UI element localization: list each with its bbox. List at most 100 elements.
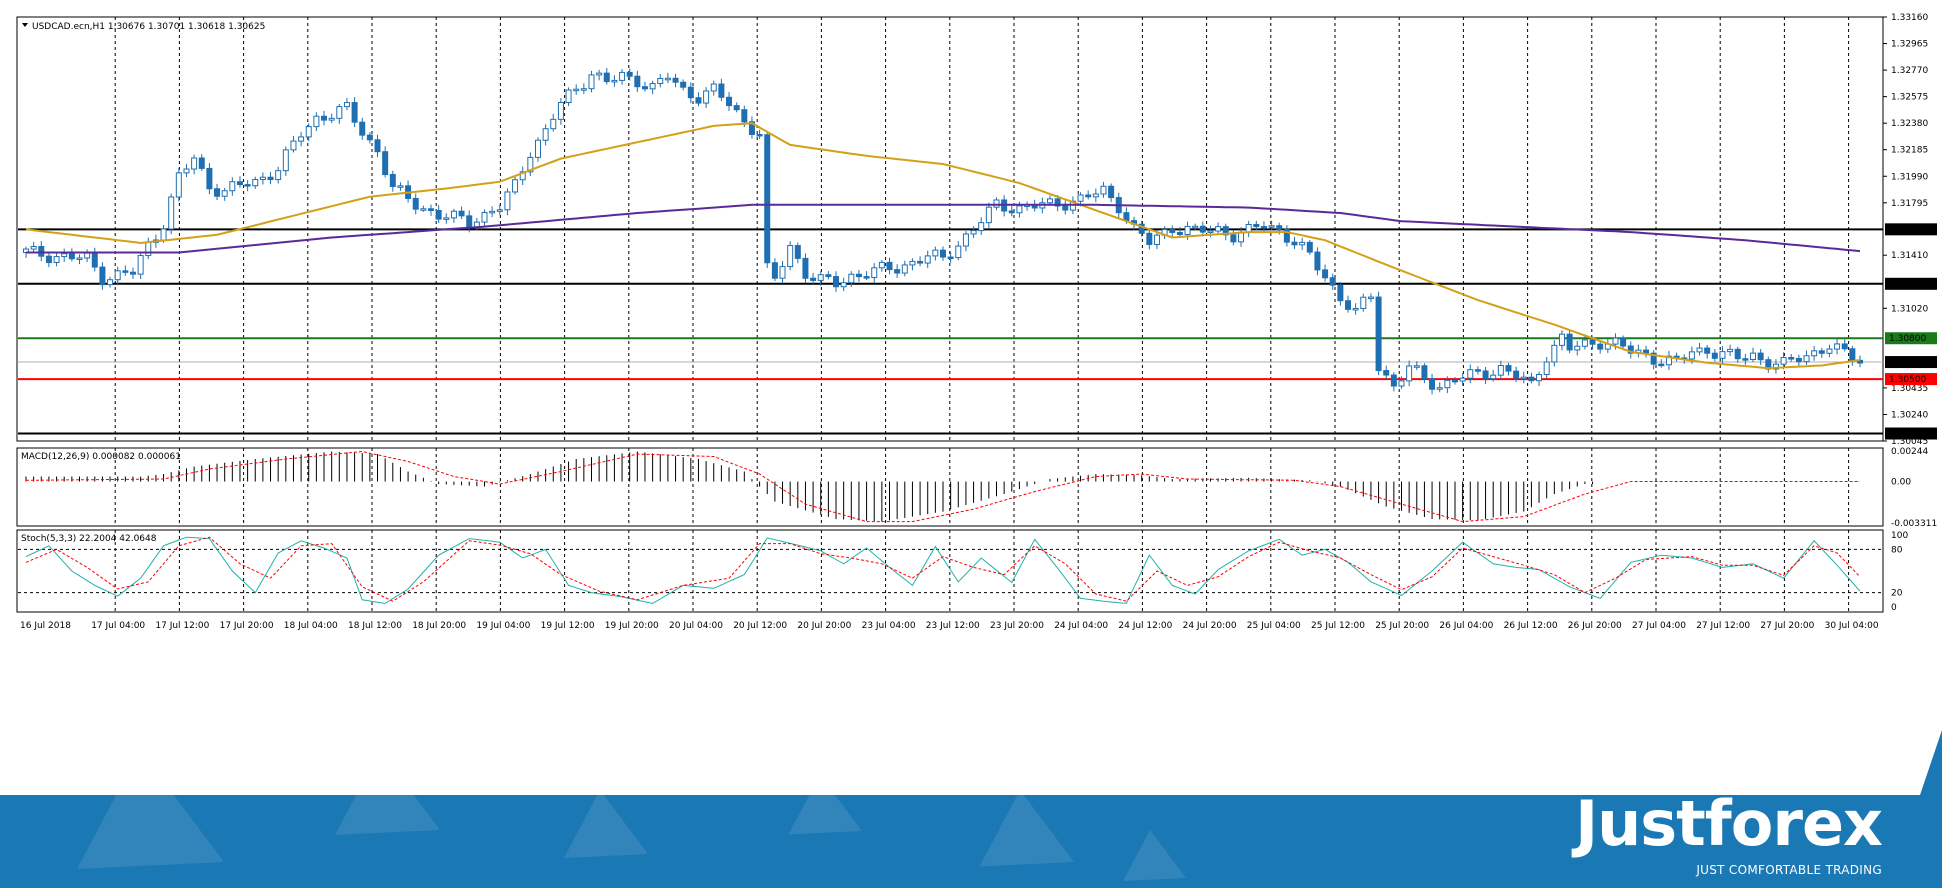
macd-histogram xyxy=(25,451,1594,522)
candle xyxy=(76,254,83,265)
candle xyxy=(1581,334,1588,350)
candle xyxy=(1429,373,1436,395)
x-tick-label: 26 Jul 20:00 xyxy=(1568,621,1622,631)
x-tick-label: 17 Jul 04:00 xyxy=(91,621,145,631)
stoch-signal-line xyxy=(25,536,1861,602)
candle xyxy=(1696,343,1703,356)
candle xyxy=(802,253,809,284)
x-tick-label: 18 Jul 12:00 xyxy=(348,621,402,631)
candle xyxy=(519,166,526,186)
x-tick-label: 24 Jul 12:00 xyxy=(1118,621,1172,631)
candle xyxy=(550,113,557,132)
candle xyxy=(1413,361,1420,371)
candle xyxy=(412,193,419,215)
candle xyxy=(1398,376,1405,389)
candle xyxy=(450,208,457,223)
candle xyxy=(321,110,328,126)
candle xyxy=(1742,353,1749,365)
candle xyxy=(137,252,144,279)
candle xyxy=(810,272,817,284)
candle xyxy=(53,253,60,267)
candle xyxy=(305,123,312,142)
candle xyxy=(1008,205,1015,217)
candle xyxy=(909,258,916,271)
candle xyxy=(489,206,496,218)
x-tick-label: 27 Jul 12:00 xyxy=(1696,621,1750,631)
candle xyxy=(1062,200,1069,215)
y-tick-label: 1.31795 xyxy=(1891,199,1928,209)
candle xyxy=(947,251,954,263)
ma-fast-line xyxy=(25,122,1861,370)
candle xyxy=(1558,330,1565,351)
candle xyxy=(1620,335,1627,349)
price-level-tag: 1.30500 xyxy=(1885,373,1937,386)
candle xyxy=(1467,364,1474,384)
candle xyxy=(1857,355,1863,368)
x-tick-label: 17 Jul 20:00 xyxy=(220,621,274,631)
candle xyxy=(1283,225,1290,247)
candle xyxy=(229,177,236,196)
candle xyxy=(1291,236,1298,249)
candle xyxy=(840,277,847,292)
candle xyxy=(389,170,396,192)
candle xyxy=(1536,371,1543,387)
candle xyxy=(1390,372,1397,392)
candle xyxy=(1138,220,1145,237)
candle xyxy=(1245,220,1252,238)
candle xyxy=(534,137,541,162)
candle xyxy=(1383,365,1390,379)
candle xyxy=(1406,360,1413,387)
candle xyxy=(298,131,305,147)
price-level-label: 1.30100 xyxy=(1889,430,1926,440)
candle xyxy=(580,83,587,95)
candle xyxy=(771,258,778,282)
candle xyxy=(1375,291,1382,376)
candle xyxy=(68,248,75,262)
x-tick-label: 30 Jul 04:00 xyxy=(1825,621,1879,631)
candle xyxy=(1352,303,1359,315)
candle xyxy=(573,84,580,95)
stoch-y-tick-label: 100 xyxy=(1891,531,1908,541)
stoch-y-tick-label: 0 xyxy=(1891,603,1897,613)
candle xyxy=(122,265,129,276)
candle xyxy=(695,92,702,107)
x-tick-label: 19 Jul 04:00 xyxy=(476,621,530,631)
candle xyxy=(236,176,243,188)
candle xyxy=(206,163,213,195)
candle xyxy=(733,102,740,113)
candle xyxy=(718,78,725,102)
candle xyxy=(1811,345,1818,361)
y-tick-label: 1.31410 xyxy=(1891,251,1928,261)
x-tick-label: 16 Jul 2018 xyxy=(20,621,71,631)
macd-signal-line xyxy=(25,450,1860,523)
main-title: USDCAD.ecn,H1 1.30676 1.30701 1.30618 1.… xyxy=(22,22,265,32)
candle xyxy=(1757,348,1764,366)
candle xyxy=(1635,344,1642,358)
banner-decoration xyxy=(1123,830,1186,881)
candle xyxy=(1436,382,1443,393)
candle xyxy=(1329,273,1336,290)
x-tick-label: 20 Jul 04:00 xyxy=(669,621,723,631)
candle xyxy=(764,132,771,268)
candle xyxy=(504,188,511,216)
y-tick-label: 1.32575 xyxy=(1891,93,1928,103)
candle xyxy=(351,97,358,128)
candle xyxy=(985,202,992,228)
candle xyxy=(619,68,626,85)
candle xyxy=(259,172,266,185)
candle xyxy=(855,270,862,282)
y-tick-label: 1.30045 xyxy=(1891,437,1928,447)
candle xyxy=(726,92,733,111)
x-tick-label: 23 Jul 04:00 xyxy=(862,621,916,631)
y-tick-label: 1.32185 xyxy=(1891,146,1928,156)
candle xyxy=(374,134,381,158)
stoch-y-tick-label: 20 xyxy=(1891,589,1903,599)
y-tick-label: 1.32380 xyxy=(1891,119,1928,129)
candle xyxy=(672,73,679,88)
candle xyxy=(1322,264,1329,282)
candle xyxy=(168,193,175,235)
brand-banner xyxy=(0,730,1942,888)
candle xyxy=(1604,338,1611,353)
x-tick-label: 24 Jul 20:00 xyxy=(1183,621,1237,631)
candle xyxy=(359,117,366,140)
